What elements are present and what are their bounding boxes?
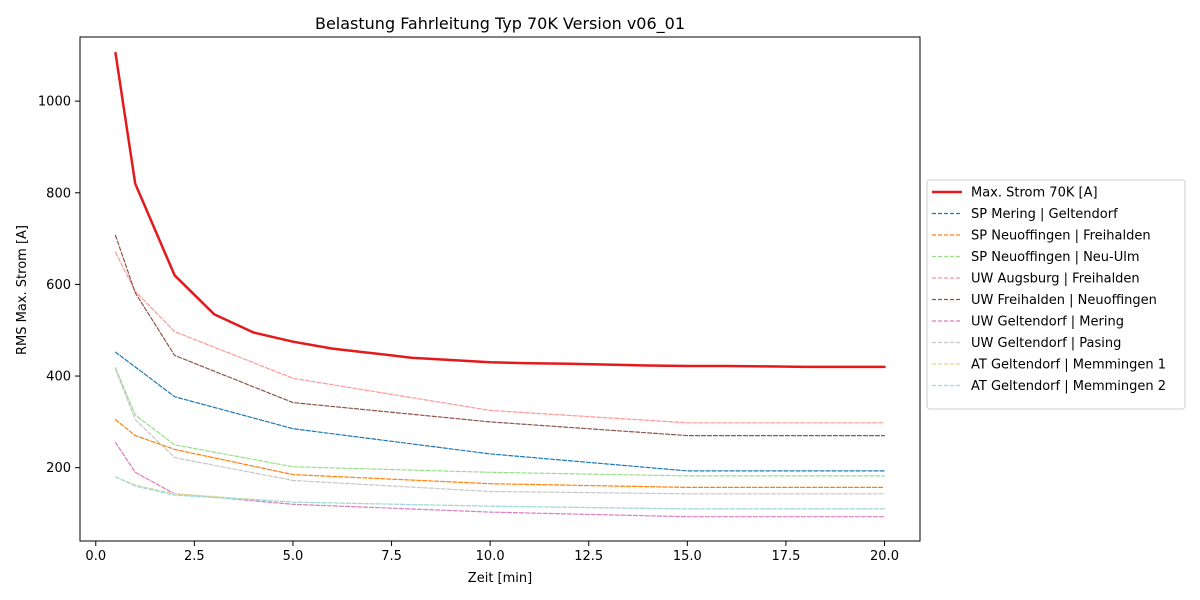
legend-label-8: AT Geltendorf | Memmingen 1 xyxy=(971,358,1166,373)
series-line-7 xyxy=(114,368,886,495)
x-tick-label: 5.0 xyxy=(283,549,304,564)
legend-label-0: Max. Strom 70K [A] xyxy=(971,186,1098,201)
legend-label-4: UW Augsburg | Freihalden xyxy=(971,272,1140,287)
y-axis-label: RMS Max. Strom [A] xyxy=(15,225,30,355)
legend-label-6: UW Geltendorf | Mering xyxy=(971,315,1124,330)
y-tick-label: 800 xyxy=(46,186,71,201)
series-line-5 xyxy=(114,234,886,437)
axes-frame xyxy=(79,36,921,542)
y-tick-label: 200 xyxy=(46,461,71,476)
x-tick-label: 7.5 xyxy=(381,549,402,564)
legend-box xyxy=(926,179,1186,410)
series-line-3 xyxy=(114,367,886,477)
x-axis-label: Zeit [min] xyxy=(468,571,532,586)
x-tick-label: 12.5 xyxy=(574,549,603,564)
legend-label-1: SP Mering | Geltendorf xyxy=(971,207,1118,222)
axes: 0.0 2.5 5.0 7.5 10.0 12.5 15.0 17.5 20.0 200 400 60… xyxy=(38,36,921,564)
y-tick-label: 1000 xyxy=(38,95,71,110)
series-line-6 xyxy=(114,441,886,518)
series-line-9 xyxy=(114,476,886,510)
x-tick-label: 15.0 xyxy=(673,549,702,564)
series-line-2 xyxy=(114,419,886,488)
y-tick-label: 400 xyxy=(46,370,71,385)
plot-area xyxy=(114,51,886,518)
x-tick-label: 10.0 xyxy=(476,549,505,564)
legend-label-3: SP Neuoffingen | Neu-Ulm xyxy=(971,250,1140,265)
series-line-0 xyxy=(114,51,886,369)
legend: Max. Strom 70K [A] SP Mering | Geltendorf… xyxy=(926,179,1186,410)
legend-label-5: UW Freihalden | Neuoffingen xyxy=(971,293,1157,308)
x-tick-label: 20.0 xyxy=(870,549,899,564)
x-tick-label: 2.5 xyxy=(184,549,205,564)
legend-label-7: UW Geltendorf | Pasing xyxy=(971,336,1121,351)
legend-label-9: AT Geltendorf | Memmingen 2 xyxy=(971,379,1166,394)
series-line-1 xyxy=(114,351,886,472)
chart-title: Belastung Fahrleitung Typ 70K Version v0… xyxy=(315,14,685,34)
legend-label-2: SP Neuoffingen | Freihalden xyxy=(971,229,1151,244)
x-tick-label: 17.5 xyxy=(771,549,800,564)
y-tick-label: 600 xyxy=(46,278,71,293)
x-tick-label: 0.0 xyxy=(85,549,106,564)
series-line-4 xyxy=(114,251,886,424)
